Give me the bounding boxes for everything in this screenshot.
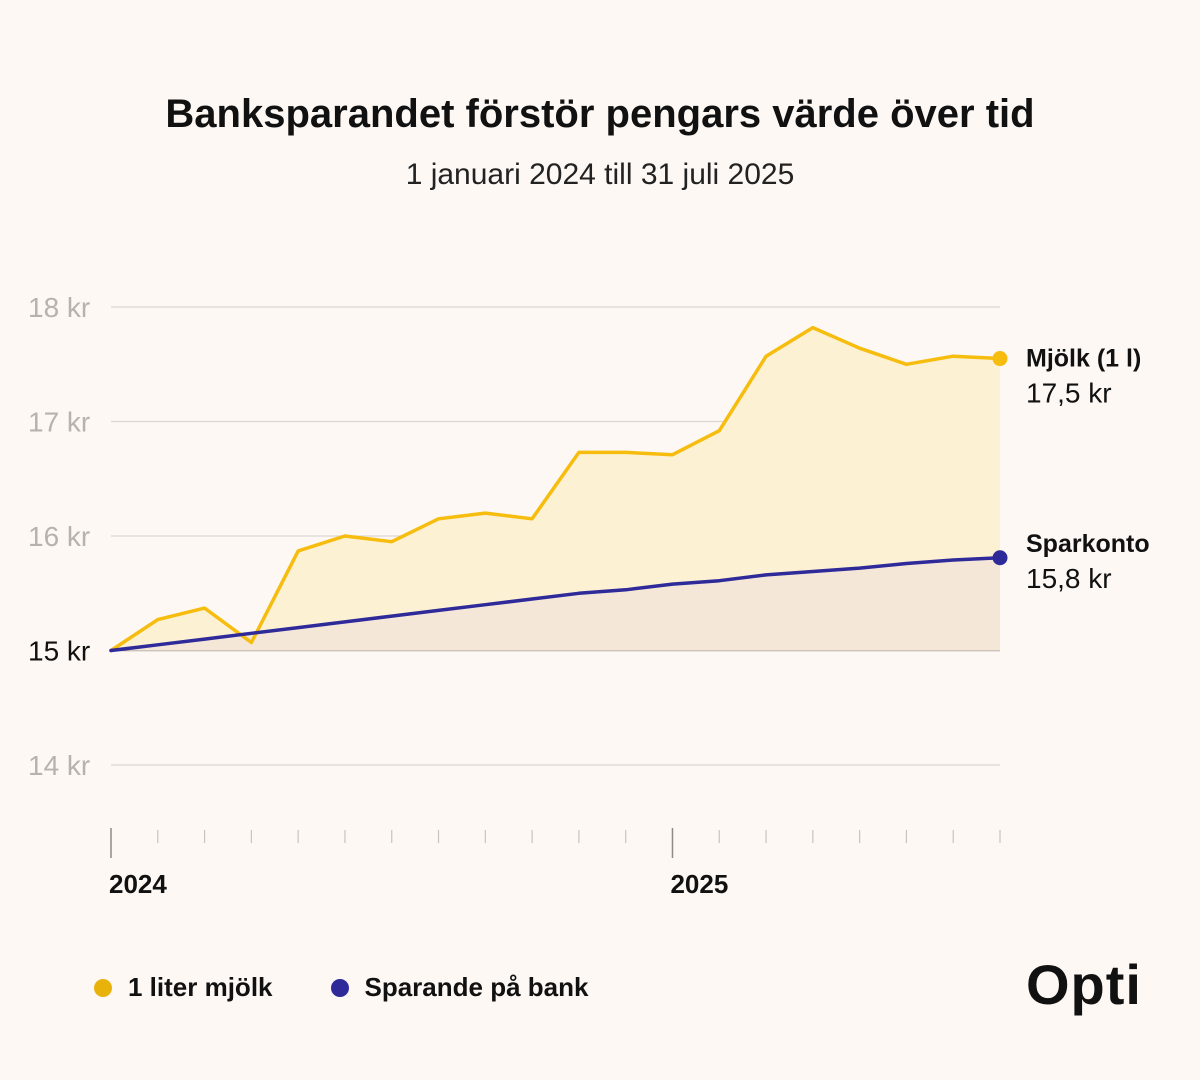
legend-dot-milk xyxy=(94,978,112,997)
bank-area xyxy=(111,557,1000,651)
milk-area xyxy=(111,327,1000,651)
y-tick-label: 16 kr xyxy=(28,521,90,552)
y-tick-label: 18 kr xyxy=(28,292,90,323)
chart-subtitle: 1 januari 2024 till 31 juli 2025 xyxy=(405,158,795,191)
legend-dot-bank xyxy=(330,978,349,997)
legend-label-bank: Sparande på bank xyxy=(364,972,589,1002)
milk-line xyxy=(109,325,1002,653)
bank-line xyxy=(109,556,1002,653)
bank-end-point xyxy=(992,550,1008,566)
legend-item-milk: 1 liter mjölk xyxy=(94,972,273,1003)
milk-end-point xyxy=(992,351,1008,367)
legend: 1 liter mjölk Sparande på bank xyxy=(94,972,646,1003)
legend-item-bank: Sparande på bank xyxy=(330,972,589,1003)
bank-value-label: 15,8 kr xyxy=(1026,563,1112,594)
y-tick-label: 17 kr xyxy=(28,407,90,438)
y-tick-label: 15 kr xyxy=(28,636,90,667)
brand-logo: Opti xyxy=(1026,953,1142,1016)
chart-title: Banksparandet förstör pengars värde över… xyxy=(165,92,1035,136)
y-tick-label: 14 kr xyxy=(28,750,90,781)
x-tick-label: 2024 xyxy=(109,869,167,899)
x-tick-label: 2025 xyxy=(670,869,728,899)
bank-series-label: Sparkonto xyxy=(1026,530,1150,558)
milk-value-label: 17,5 kr xyxy=(1026,378,1112,409)
milk-series-label: Mjölk (1 l) xyxy=(1026,345,1141,373)
legend-label-milk: 1 liter mjölk xyxy=(128,972,273,1002)
